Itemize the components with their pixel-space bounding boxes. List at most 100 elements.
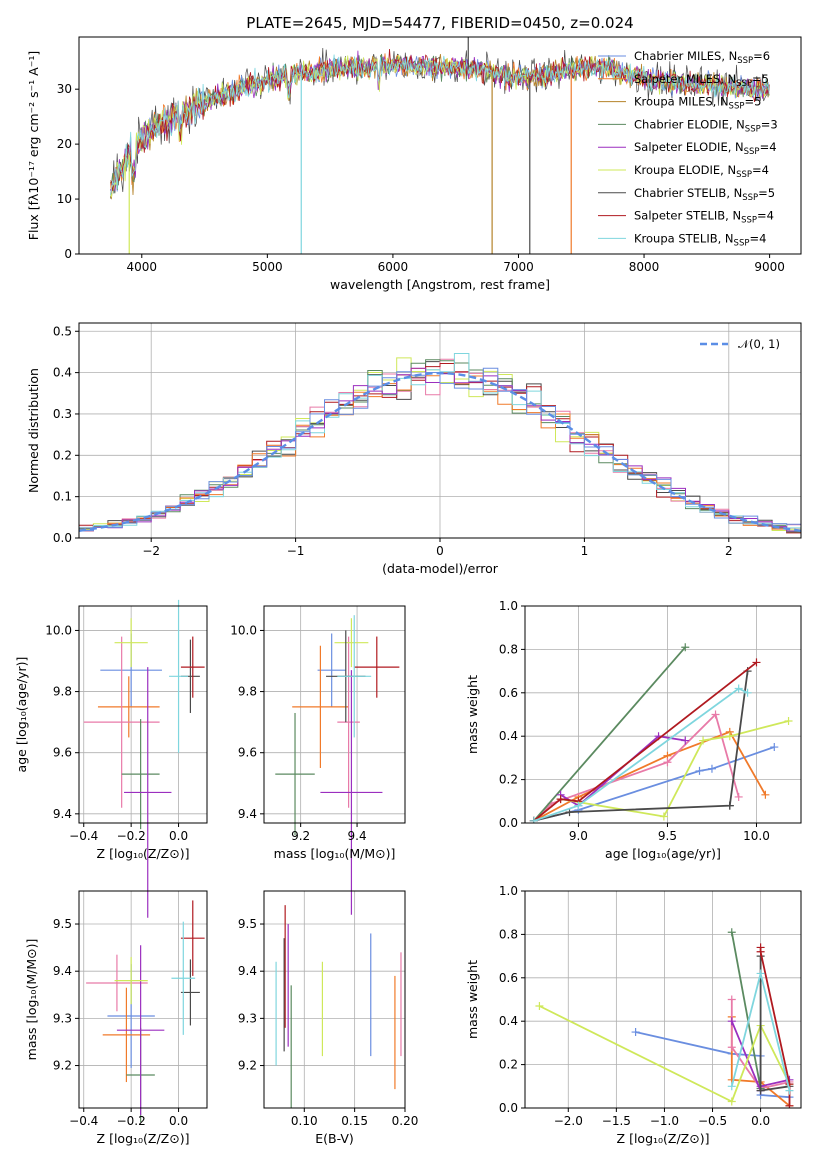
legend-sub: SSP: [736, 79, 752, 89]
y-tick-label: 9.4: [238, 964, 257, 978]
legend-label: Kroupa ELODIE, NSSP=4: [634, 163, 769, 180]
mass-weight-marker: [756, 1086, 765, 1095]
axes-frame: [78, 36, 802, 255]
x-tick-label: 2: [725, 544, 733, 558]
x-axis-label: E(B-V): [315, 1131, 354, 1146]
legend-tail: =4: [752, 163, 769, 177]
mass-weight-marker: [725, 732, 734, 741]
y-tick-label: 30: [57, 82, 72, 96]
mass-weight-series: [730, 932, 762, 1089]
y-tick-label: 9.2: [53, 1059, 72, 1073]
x-tick-label: 10.0: [743, 829, 770, 843]
mass-weight-marker: [756, 969, 765, 978]
y-tick-label: 1.0: [499, 599, 518, 613]
x-tick-label: 7000: [503, 260, 534, 274]
legend-tail: =5: [758, 186, 775, 200]
x-tick-label: −2.0: [554, 1114, 583, 1128]
mass-weight-marker: [761, 790, 770, 799]
axes-frame: [263, 890, 406, 1109]
y-tick-label: 0.3: [53, 407, 72, 421]
legend-name: Kroupa STELIB, N: [634, 231, 734, 245]
legend-name: Chabrier STELIB, N: [634, 186, 742, 200]
legend-sub: SSP: [734, 238, 750, 248]
legend-label: Kroupa STELIB, NSSP=4: [634, 231, 766, 248]
mass-weight-marker: [535, 1002, 544, 1011]
axes-frame: [263, 605, 406, 824]
mass-weight-marker: [707, 764, 716, 773]
x-tick-label: 0: [436, 544, 444, 558]
y-tick-label: 0.4: [499, 729, 518, 743]
legend-label: Salpeter STELIB, NSSP=4: [634, 209, 774, 226]
y-tick-label: 0: [64, 247, 72, 261]
x-tick-label: 0.0: [751, 1114, 770, 1128]
legend-label: Kroupa MILES, NSSP=5: [634, 95, 761, 112]
y-tick-label: 10: [57, 192, 72, 206]
x-tick-label: 0.0: [169, 1114, 188, 1128]
mass-weight-series: [533, 661, 758, 822]
x-tick-label: 0.15: [341, 1114, 368, 1128]
legend-label: Salpeter MILES, NSSP=5: [634, 72, 769, 89]
legend-name: Kroupa MILES, N: [634, 95, 729, 109]
mass-weight-marker: [574, 801, 583, 810]
legend-name: Kroupa ELODIE, N: [634, 163, 736, 177]
x-tick-label: 9.0: [569, 829, 588, 843]
y-tick-label: 9.5: [53, 917, 72, 931]
y-tick-label: 9.6: [53, 746, 72, 760]
spectrum-lines: [110, 37, 770, 254]
x-tick-label: 0.10: [291, 1114, 318, 1128]
mass-weight-marker: [734, 684, 743, 693]
legend-label: Chabrier ELODIE, NSSP=3: [634, 117, 778, 134]
axes-frame: [78, 605, 208, 824]
legend-sub: SSP: [744, 147, 760, 157]
mass-weight-marker: [659, 812, 668, 821]
legend-tail: =6: [753, 49, 770, 63]
mass-weight-series: [533, 687, 748, 822]
x-tick-label: 9.5: [658, 829, 677, 843]
legend-sub: SSP: [742, 193, 758, 203]
x-tick-label: −0.5: [698, 1114, 727, 1128]
legend-name: Chabrier ELODIE, N: [634, 117, 745, 131]
y-tick-label: 0.0: [499, 816, 518, 830]
legend-tail: =4: [757, 209, 774, 223]
mass-weight-marker: [631, 1028, 640, 1037]
mass-weight-marker: [727, 1097, 736, 1106]
x-tick-label: −1.0: [650, 1114, 679, 1128]
y-axis-label: mass weight: [465, 960, 480, 1039]
mass-weight-marker: [681, 736, 690, 745]
y-tick-label: 0.5: [53, 324, 72, 338]
mass-weight-marker: [727, 928, 736, 937]
y-tick-label: 9.8: [238, 685, 257, 699]
x-tick-label: −1: [287, 544, 305, 558]
mass-weight-marker: [743, 688, 752, 697]
y-tick-label: 0.1: [53, 490, 72, 504]
y-axis-label: Flux [fλ10⁻¹⁷ erg cm⁻² s⁻¹ A⁻¹]: [26, 51, 41, 240]
x-tick-label: −0.4: [69, 1114, 98, 1128]
legend-name: Salpeter MILES, N: [634, 72, 736, 86]
y-tick-label: 9.4: [238, 807, 257, 821]
x-axis-label: wavelength [Angstrom, rest frame]: [330, 277, 550, 292]
x-tick-label: −0.2: [117, 829, 146, 843]
y-tick-label: 0.0: [53, 531, 72, 545]
x-tick-label: 6000: [378, 260, 409, 274]
x-tick-label: 9.4: [348, 829, 367, 843]
x-tick-label: 4000: [127, 260, 158, 274]
y-tick-label: 0.6: [499, 686, 518, 700]
legend-sub: SSP: [745, 124, 761, 134]
y-tick-label: 10.0: [230, 623, 257, 637]
axes-frame: [78, 890, 208, 1109]
y-tick-label: 0.8: [499, 642, 518, 656]
x-axis-label: mass [log₁₀(M/M⊙)]: [274, 846, 396, 861]
mass-weight-marker: [727, 995, 736, 1004]
y-tick-label: 0.2: [499, 773, 518, 787]
y-tick-label: 0.4: [499, 1014, 518, 1028]
legend-tail: =4: [749, 231, 766, 245]
y-tick-label: 9.8: [53, 685, 72, 699]
legend-tail: =3: [761, 117, 778, 131]
gaussian-curve: [79, 371, 801, 532]
legend-label: 𝒩(0, 1): [738, 337, 780, 351]
legend-label: Chabrier MILES, NSSP=6: [634, 49, 770, 66]
y-tick-label: 9.4: [53, 964, 72, 978]
y-axis-label: Normed distribution: [26, 368, 41, 493]
mass-weight-marker: [785, 1101, 794, 1108]
